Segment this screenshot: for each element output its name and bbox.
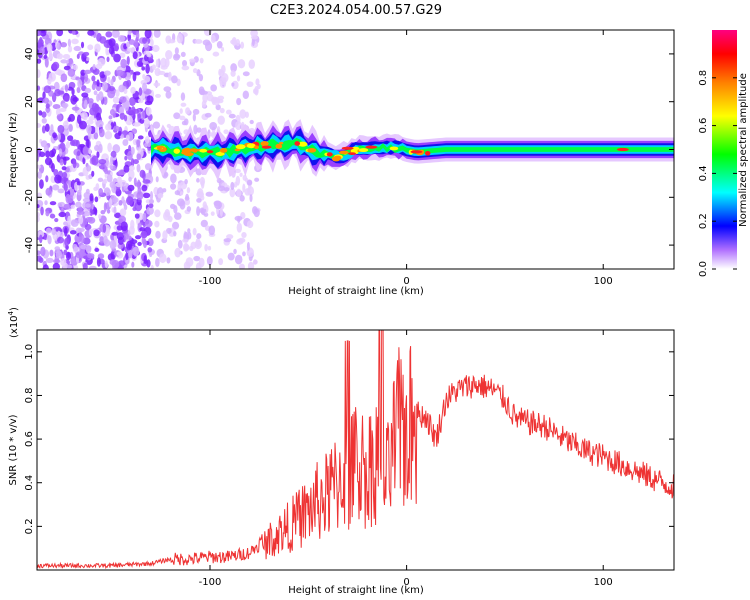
snr-panel: -100 0 100 0.2 0.4 0.6 0.8 1.0 Height of straig…	[7, 307, 675, 596]
colorbar-tick-label: 0.6	[698, 118, 709, 134]
snr-y-tick-label: 0.6	[24, 431, 35, 447]
figure-title: C2E3.2024.054.00.57.G29	[270, 3, 442, 18]
snr-axes: -100 0 100 0.2 0.4 0.6 0.8 1.0	[24, 330, 674, 588]
snr-multiplier-close: )	[9, 307, 20, 311]
spectrogram-y-label: Frequency (Hz)	[8, 112, 19, 188]
snr-y-tick-label: 1.0	[24, 344, 35, 360]
snr-frame	[36, 329, 675, 571]
ridge-cyan	[151, 134, 674, 163]
spectrogram-y-tick-label: 20	[24, 95, 35, 108]
snr-series-line	[37, 330, 674, 570]
svg-text:(x104): (x104)	[7, 307, 20, 338]
spectrogram-y-tick-label: -20	[24, 189, 35, 205]
colorbar-tick-label: 0.8	[698, 70, 709, 86]
hotspot-0	[616, 147, 629, 152]
colorbar-label: Normalized spectral amplitude	[738, 73, 749, 227]
snr-x-tick-label: -100	[199, 577, 222, 588]
spectrogram-x-tick-label: -100	[199, 276, 222, 287]
snr-y-label: SNR (10 * v/v)	[8, 414, 19, 485]
snr-x-tick-label: 100	[594, 577, 613, 588]
snr-multiplier-exp: 4	[7, 310, 15, 315]
colorbar-gradient	[712, 30, 737, 269]
snr-y-tick-label: 0.2	[24, 518, 35, 534]
snr-y-tick-label: 0.8	[24, 388, 35, 404]
spectrogram-x-tick-label: 100	[594, 276, 613, 287]
ridge-hotspots	[153, 140, 629, 162]
snr-x-label: Height of straight line (km)	[288, 585, 424, 596]
spectrogram-panel: -100 0 100 -40 -20 0 20 40 Height of straight l…	[8, 29, 675, 297]
spectrogram-axes: -100 0 100 -40 -20 0 20 40	[24, 30, 674, 287]
snr-y-tick-label: 0.4	[24, 475, 35, 491]
snr-multiplier-base: (x10	[9, 315, 20, 338]
colorbar-ticks: 0.0 0.2 0.4 0.6 0.8	[698, 70, 737, 277]
spectrogram-y-tick-label: 40	[24, 48, 35, 61]
spectrogram-x-label: Height of straight line (km)	[288, 286, 424, 297]
hotspot-3	[341, 146, 354, 150]
spectrogram-x-tick-label: 0	[403, 276, 409, 287]
snr-plot-area	[37, 330, 674, 570]
colorbar-tick-label: 0.0	[698, 261, 709, 277]
hotspot-1	[410, 150, 423, 154]
spectrogram-y-tick-label: 0	[24, 146, 35, 152]
hotspot-2	[365, 145, 378, 149]
colorbar: 0.0 0.2 0.4 0.6 0.8 Normalized spectral ampl…	[698, 30, 749, 277]
spectrogram-y-tick-label: -40	[24, 237, 35, 253]
colorbar-tick-label: 0.2	[698, 213, 709, 229]
noise-speckles	[37, 30, 262, 269]
snr-multiplier: (x104)	[7, 307, 20, 338]
snr-x-tick-label: 0	[403, 577, 409, 588]
colorbar-tick-label: 0.4	[698, 165, 709, 181]
spectrogram-plot-area	[37, 30, 674, 269]
